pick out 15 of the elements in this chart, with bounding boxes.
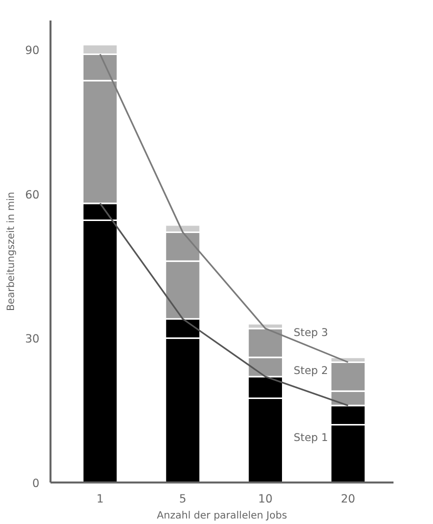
y-tick-label: 0 (32, 476, 40, 490)
annotation: Step 1 (294, 431, 328, 444)
x-tick-label: 20 (340, 492, 356, 506)
line-series (99, 53, 349, 363)
x-tick-label: 5 (179, 492, 186, 506)
y-axis-title: Bearbeitungszeit in min (6, 192, 18, 312)
y-tick-label: 30 (25, 332, 40, 346)
x-axis-title: Anzahl der parallelen Jobs (156, 510, 288, 522)
x-tick-label: 10 (258, 492, 273, 506)
y-tick-label: 90 (25, 42, 40, 57)
annotation: Step 2 (294, 364, 328, 377)
line-series (99, 202, 349, 406)
x-tick-label: 1 (96, 492, 104, 506)
annotation: Step 3 (294, 326, 328, 339)
y-tick-label: 60 (25, 187, 40, 202)
